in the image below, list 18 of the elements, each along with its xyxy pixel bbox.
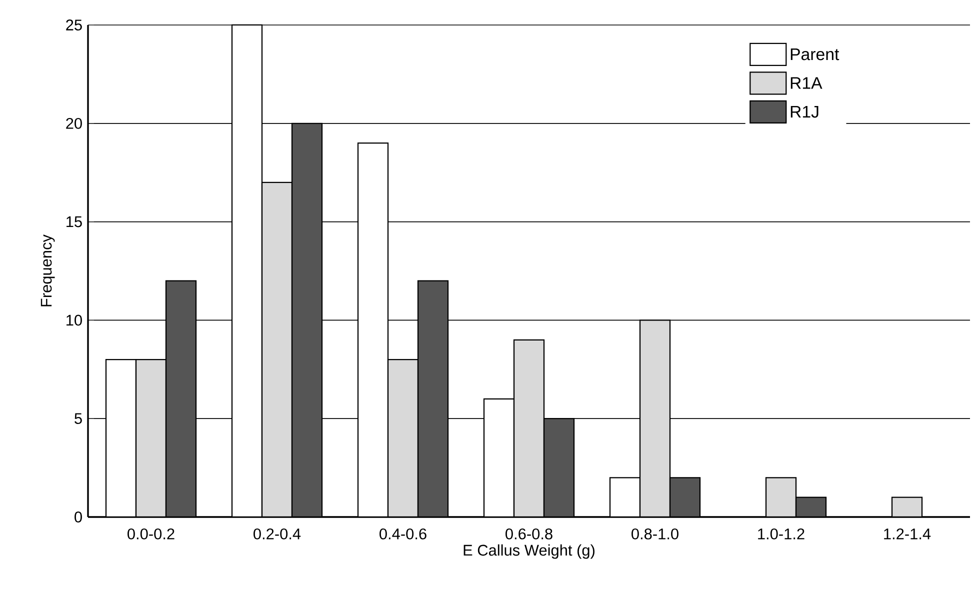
x-tick-label: 0.0-0.2	[128, 528, 174, 540]
x-tick-label: 0.4-0.6	[380, 528, 426, 540]
y-tick-label: 0	[74, 512, 82, 522]
x-axis-title: E Callus Weight (g)	[464, 544, 594, 559]
x-tick-label: 0.8-1.0	[632, 528, 678, 540]
x-tick-label: 1.2-1.4	[884, 528, 931, 540]
y-axis-title: Frequency	[40, 234, 55, 306]
y-tick-label: 5	[74, 413, 82, 424]
y-tick-label: 20	[66, 118, 82, 129]
legend-label: R1A	[790, 77, 822, 89]
y-tick-label: 10	[66, 314, 82, 326]
legend-label: R1J	[790, 106, 818, 118]
x-tick-label: 0.2-0.4	[254, 528, 301, 540]
legend-label: Parent	[790, 48, 840, 60]
y-tick-label: 15	[66, 216, 82, 228]
y-tick-label: 25	[66, 20, 82, 30]
x-tick-label: 0.6-0.8	[506, 528, 552, 540]
x-tick-label: 1.0-1.2	[758, 528, 804, 540]
